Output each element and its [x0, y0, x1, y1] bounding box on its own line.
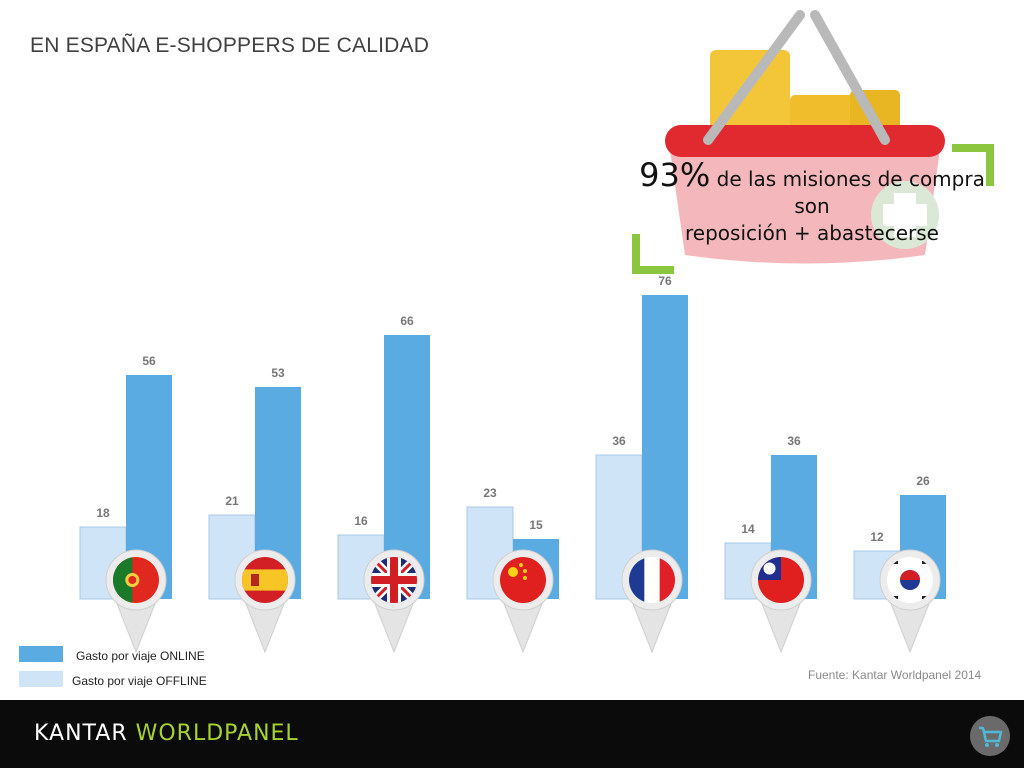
callout-percentage: 93%	[639, 156, 711, 194]
brand-kantar: KANTAR	[34, 721, 136, 746]
data-label-offline: 36	[612, 434, 626, 448]
corner-bracket-top-right	[952, 144, 994, 186]
brand-worldpanel: WORLDPANEL	[135, 721, 299, 746]
france-flag-icon	[629, 557, 675, 603]
spain-flag-icon	[242, 557, 288, 603]
data-label-offline: 23	[483, 486, 497, 500]
legend-label-offline: Gasto por viaje OFFLINE	[72, 674, 207, 688]
south-korea-flag-icon	[887, 557, 933, 603]
data-label-online: 36	[787, 434, 801, 448]
callout-line3: reposición + abastecerse	[685, 221, 939, 245]
data-label-offline: 18	[96, 506, 110, 520]
legend-label-online: Gasto por viaje ONLINE	[76, 649, 205, 663]
portugal-flag-icon	[113, 557, 159, 603]
callout-line1: de las misiones de compra	[710, 167, 985, 191]
page-title: EN ESPAÑA E-SHOPPERS DE CALIDAD	[30, 34, 430, 57]
taiwan-flag-icon	[758, 557, 804, 603]
data-label-online: 76	[658, 274, 672, 288]
footer-bar	[0, 700, 1024, 768]
china-flag-icon	[500, 557, 546, 603]
legend-swatch-online	[19, 646, 63, 662]
data-label-online: 56	[142, 354, 156, 368]
legend-swatch-offline	[19, 671, 63, 687]
shopping-basket-icon	[665, 10, 945, 264]
data-label-online: 66	[400, 314, 414, 328]
bar-chart: 18 56 21 53 16 66 23 15 36 76 14 36 12 26	[79, 274, 946, 654]
cart-icon[interactable]	[970, 716, 1010, 756]
data-label-offline: 12	[870, 530, 884, 544]
callout-line2: son	[794, 194, 830, 218]
data-label-offline: 16	[354, 514, 368, 528]
data-label-online: 26	[916, 474, 930, 488]
bar-online	[642, 295, 688, 599]
callout-text: 93% de las misiones de compra son reposi…	[622, 159, 1002, 247]
data-label-offline: 21	[225, 494, 239, 508]
data-label-offline: 14	[741, 522, 755, 536]
uk-flag-icon	[371, 557, 417, 603]
brand-logo: KANTAR WORLDPANEL	[34, 721, 299, 746]
data-label-online: 53	[271, 366, 285, 380]
corner-bracket-bottom-left	[632, 234, 674, 274]
data-label-online: 15	[529, 518, 543, 532]
source-note: Fuente: Kantar Worldpanel 2014	[808, 668, 982, 682]
